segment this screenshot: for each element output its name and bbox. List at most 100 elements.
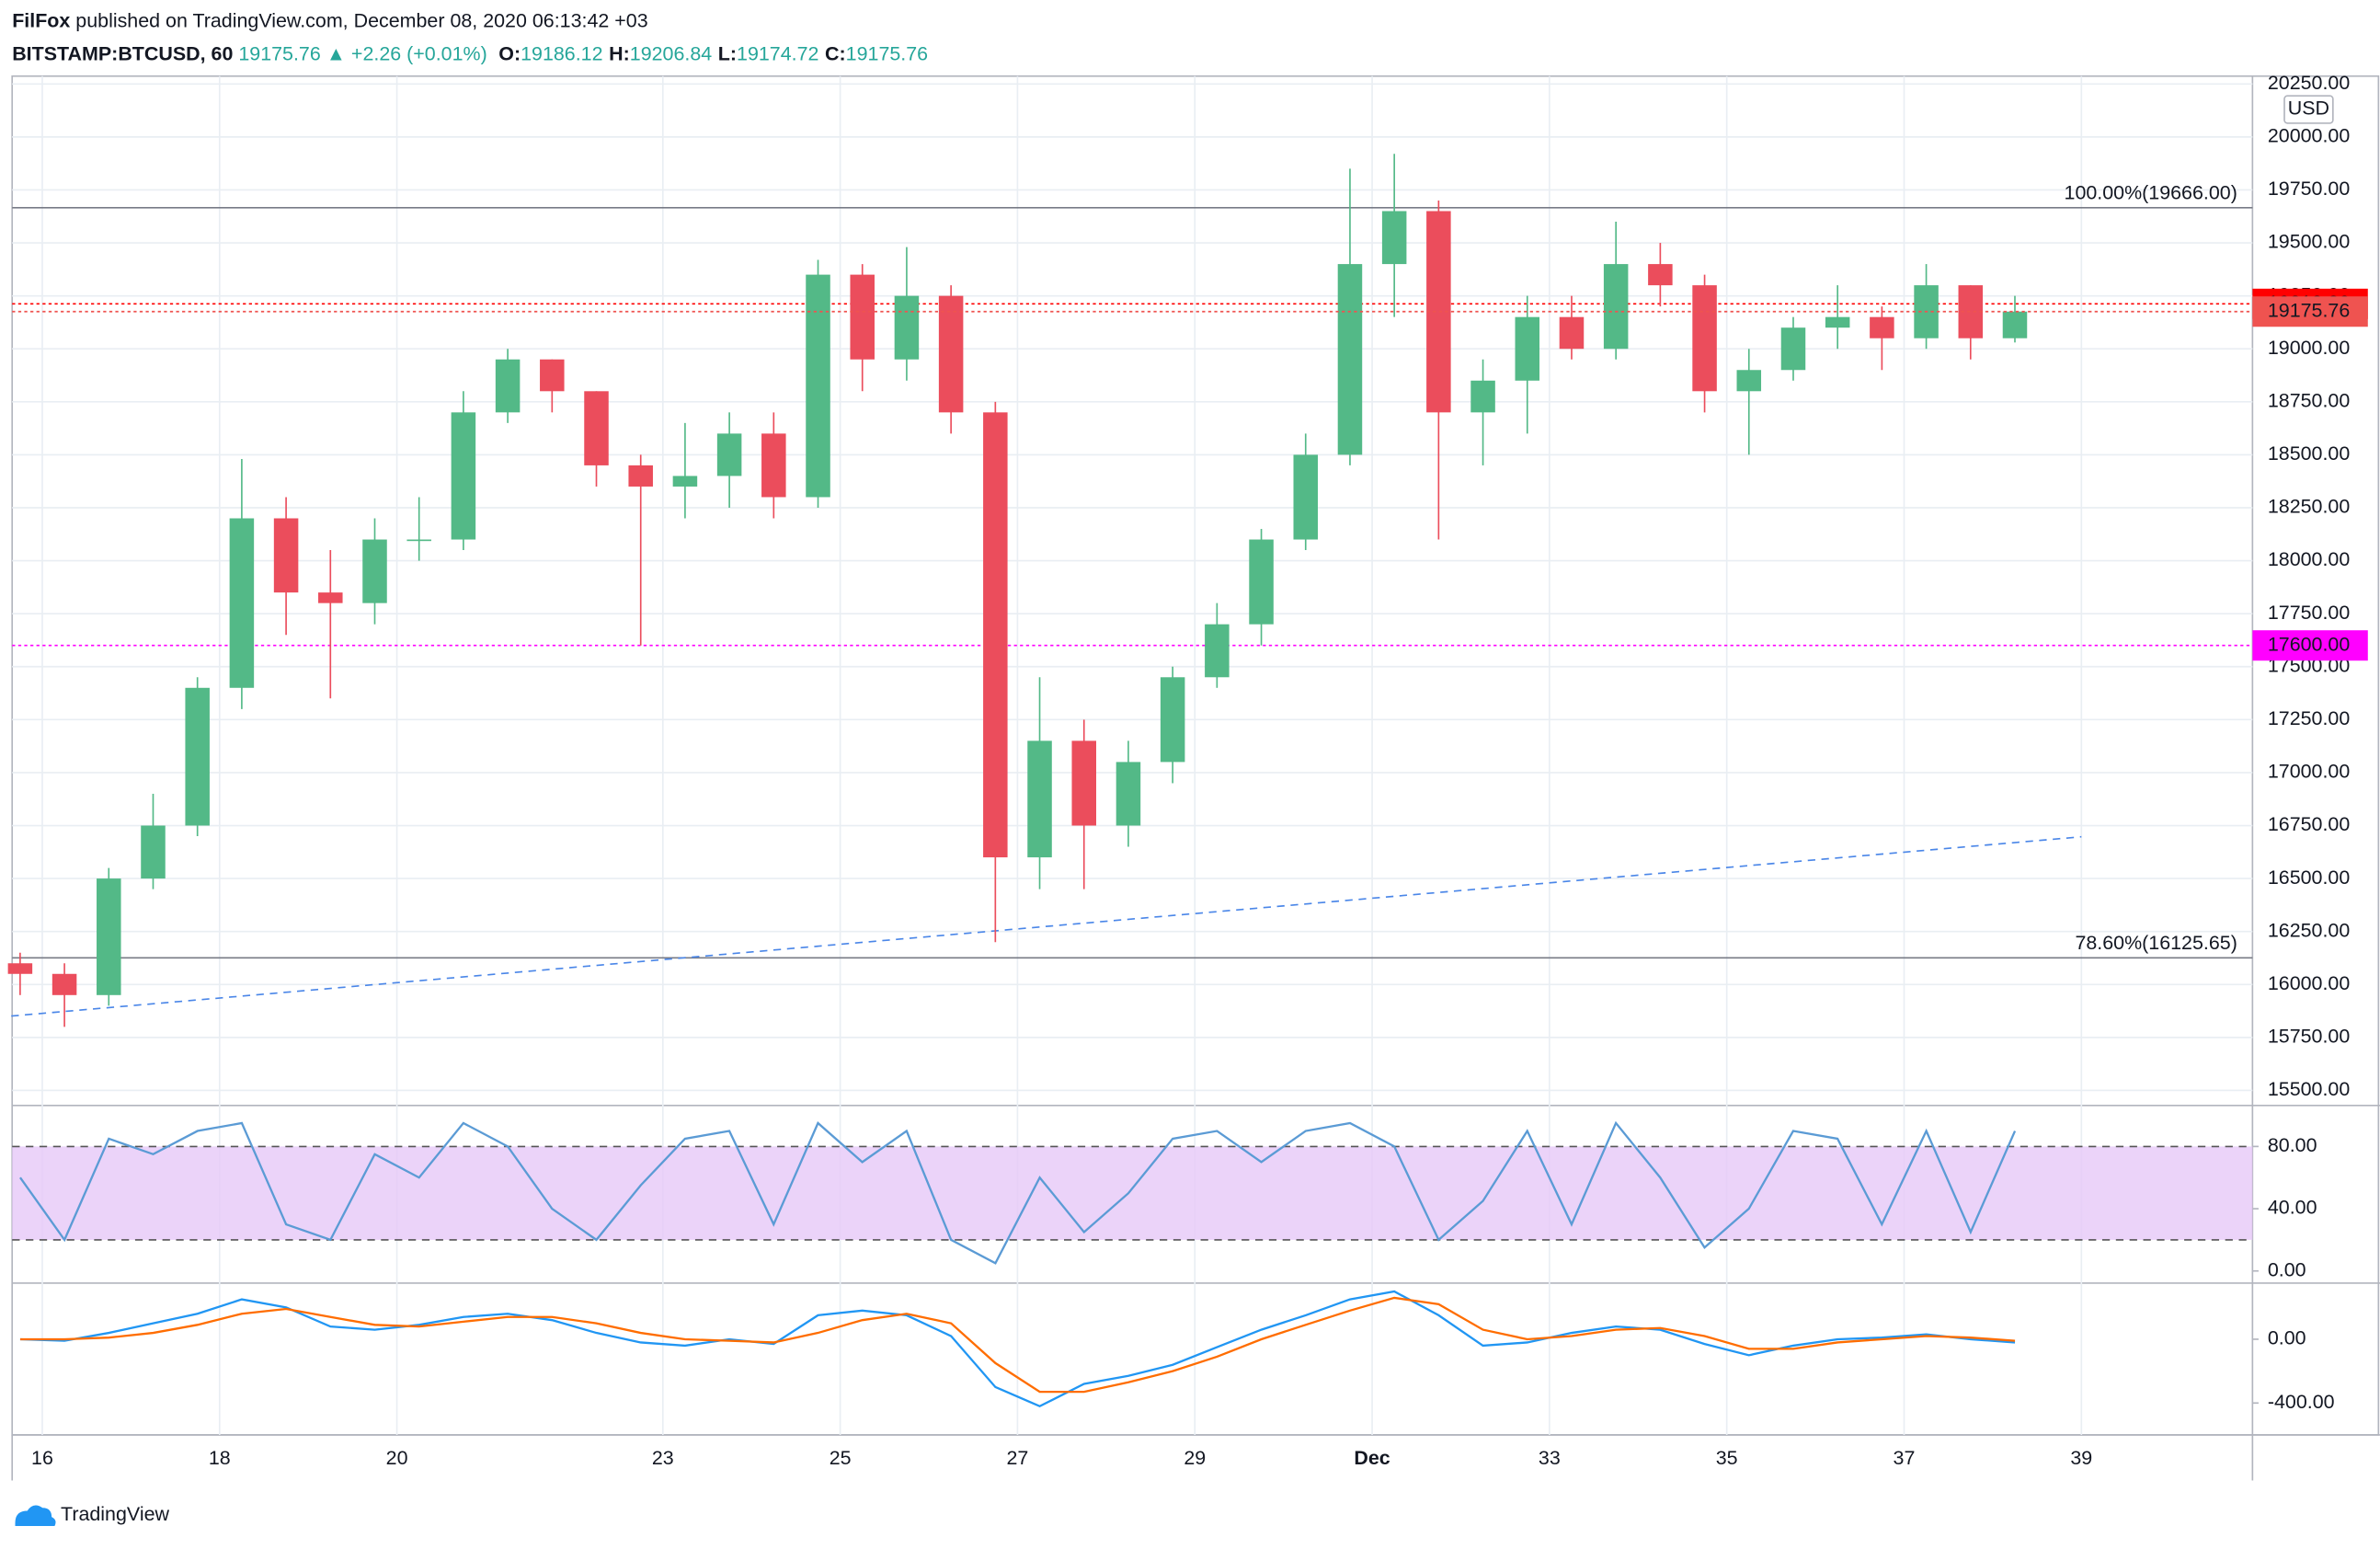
- y-tick-label: 80.00: [2268, 1134, 2317, 1156]
- published: published on TradingView.com, December 0…: [75, 9, 647, 31]
- candle-body: [584, 391, 609, 465]
- candle-body: [1559, 316, 1585, 350]
- price-tag: [2252, 296, 2368, 327]
- ohlc-key: O:: [498, 42, 521, 64]
- candle-body: [97, 878, 121, 995]
- currency: USD: [2288, 98, 2329, 120]
- candle-body: [1736, 370, 1762, 392]
- x-tick-label: 25: [830, 1447, 852, 1469]
- ohlc-value: 19175.76: [846, 42, 928, 64]
- x-tick-label: 33: [1539, 1447, 1561, 1469]
- candle-body: [1249, 539, 1274, 625]
- candle-body: [1337, 264, 1363, 455]
- y-tick-label: 15750.00: [2268, 1026, 2350, 1048]
- x-tick-label: 23: [652, 1447, 674, 1469]
- y-tick-label: 17750.00: [2268, 602, 2350, 624]
- y-tick-label: 20250.00: [2268, 72, 2350, 94]
- candle-body: [1648, 264, 1673, 286]
- ohlc-value: 19186.12: [521, 42, 602, 64]
- candle-body: [540, 359, 565, 392]
- y-tick-label: 17000.00: [2268, 761, 2350, 783]
- candle-body: [362, 539, 387, 603]
- candle-body: [1825, 316, 1850, 328]
- currency-box: [2283, 95, 2334, 124]
- candle-body: [318, 592, 343, 603]
- trendline: [11, 835, 2082, 1017]
- candle-body: [451, 412, 476, 540]
- price-tag: [2252, 630, 2368, 661]
- logo: [15, 1505, 56, 1527]
- candle-body: [1116, 762, 1141, 826]
- candle-body: [806, 274, 830, 498]
- x-tick-label: 27: [1007, 1447, 1029, 1469]
- y-tick-label: 16500.00: [2268, 866, 2350, 889]
- fib-label: 100.00%(19666.00): [2065, 182, 2237, 204]
- candle-body: [1870, 316, 1894, 338]
- ohlc-value: 19174.72: [737, 42, 818, 64]
- ohlc-key: H:: [609, 42, 630, 64]
- candle-body: [406, 539, 431, 542]
- ohlc-value: 19206.84: [630, 42, 712, 64]
- y-tick-label: 0.00: [2268, 1327, 2306, 1349]
- candle-body: [1027, 740, 1052, 858]
- candle-body: [1692, 285, 1717, 392]
- y-tick-label: 17250.00: [2268, 707, 2350, 729]
- x-tick-label: 29: [1184, 1447, 1206, 1469]
- y-tick-label: 16750.00: [2268, 813, 2350, 835]
- candle-body: [1205, 624, 1230, 678]
- y-tick-label: 19750.00: [2268, 178, 2350, 200]
- y-tick-label: 18750.00: [2268, 389, 2350, 411]
- x-tick-label: Dec: [1354, 1447, 1390, 1469]
- ohlc-key: L:: [718, 42, 737, 64]
- header-line: FilFox published on TradingView.com, Dec…: [12, 9, 647, 31]
- y-tick-label: 16000.00: [2268, 972, 2350, 994]
- candle-body: [716, 433, 742, 476]
- band: [12, 1146, 2253, 1240]
- candle-body: [495, 359, 521, 413]
- candle-body: [2002, 311, 2028, 338]
- indicator-line: [19, 1296, 2016, 1394]
- fib-label: 78.60%(16125.65): [2075, 932, 2237, 954]
- candle-body: [1470, 380, 1495, 413]
- y-tick-label: 19500.00: [2268, 231, 2350, 253]
- last: 19175.76: [238, 42, 320, 64]
- y-tick-label: 19000.00: [2268, 337, 2350, 359]
- indicator-line: [19, 1290, 2016, 1408]
- candle-body: [983, 412, 1008, 858]
- candle-body: [185, 687, 210, 826]
- candle-body: [672, 476, 698, 487]
- x-tick-label: 37: [1894, 1447, 1916, 1469]
- candle-body: [938, 295, 964, 413]
- candle-body: [850, 274, 875, 360]
- y-tick-label: 15500.00: [2268, 1078, 2350, 1100]
- brand-name: TradingView: [61, 1503, 169, 1525]
- candle-body: [1515, 316, 1540, 381]
- candle-body: [761, 433, 786, 498]
- candle-body: [273, 518, 299, 593]
- x-tick-label: 20: [386, 1447, 408, 1469]
- brand: TradingView: [15, 1503, 170, 1527]
- ohlc-key: C:: [825, 42, 846, 64]
- y-tick-label: 18500.00: [2268, 442, 2350, 465]
- symbol: BITSTAMP:BTCUSD, 60: [12, 42, 233, 64]
- y-tick-label: 0.00: [2268, 1258, 2306, 1280]
- candle-body: [7, 963, 33, 974]
- price-tag-label: 19175.76: [2268, 299, 2350, 321]
- candle-body: [1160, 677, 1185, 763]
- x-tick-label: 16: [31, 1447, 53, 1469]
- x-tick-label: 18: [209, 1447, 231, 1469]
- candle-body: [1071, 740, 1096, 826]
- candle-body: [628, 465, 653, 487]
- candle-body: [1780, 327, 1806, 371]
- y-tick-label: 20000.00: [2268, 125, 2350, 147]
- candle-body: [1603, 264, 1629, 350]
- change: ▲ +2.26 (+0.01%): [326, 42, 487, 64]
- price-tag-label: 17600.00: [2268, 633, 2350, 655]
- candle-body: [1293, 454, 1319, 540]
- x-tick-label: 35: [1716, 1447, 1738, 1469]
- candle-body: [229, 518, 255, 688]
- x-tick-label: 39: [2070, 1447, 2092, 1469]
- candle-body: [141, 825, 166, 879]
- indicator-line: [19, 1120, 2017, 1265]
- candle-body: [51, 973, 77, 995]
